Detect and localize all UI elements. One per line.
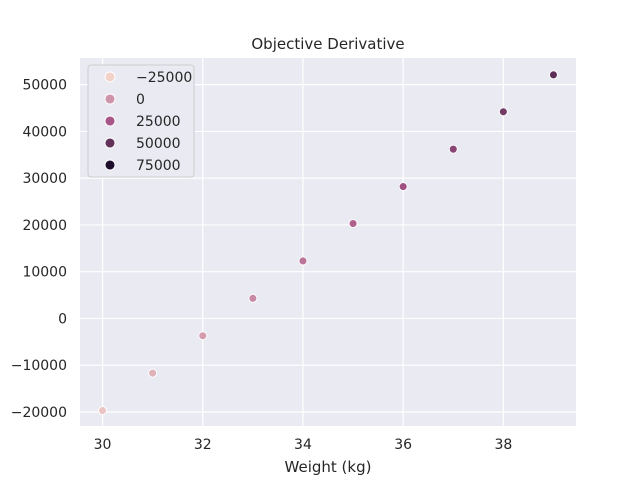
chart-title: Objective Derivative [251, 35, 404, 53]
y-tick-label: −20000 [11, 405, 67, 421]
y-tick-label: 50000 [22, 78, 67, 94]
legend-marker [104, 93, 116, 105]
y-tick-label: 0 [58, 311, 67, 327]
legend-label: 75000 [136, 158, 181, 174]
data-point [549, 70, 558, 80]
legend-marker [104, 71, 116, 83]
legend: −25000 0 25000 50000 75000 [87, 64, 195, 178]
x-axis-label: Weight (kg) [285, 458, 372, 476]
data-point [248, 293, 258, 303]
data-point [298, 256, 308, 266]
data-point [98, 406, 107, 416]
data-point [448, 144, 458, 154]
legend-label: −25000 [136, 70, 192, 86]
legend-marker [104, 115, 116, 127]
y-tick-label: −10000 [11, 358, 67, 374]
legend-box [87, 64, 195, 178]
legend-label: 25000 [136, 114, 181, 130]
data-point [148, 368, 158, 378]
y-tick-label: 40000 [22, 124, 67, 140]
x-tick-label: 36 [394, 437, 412, 453]
grid-lines [80, 58, 576, 426]
data-points [98, 70, 558, 416]
legend-label: 0 [136, 92, 145, 108]
x-tick-label: 30 [94, 437, 112, 453]
x-tick-label: 32 [194, 437, 212, 453]
data-point [498, 107, 508, 117]
x-tick-label: 34 [294, 437, 312, 453]
data-point [398, 182, 408, 192]
y-tick-label: 10000 [22, 265, 67, 281]
legend-marker [104, 137, 116, 149]
data-point [348, 219, 358, 228]
x-tick-label: 38 [494, 437, 512, 453]
legend-label: 50000 [136, 136, 181, 152]
y-tick-label: 30000 [22, 171, 67, 187]
legend-marker [104, 159, 116, 171]
data-point [198, 331, 208, 341]
tick-labels: 30 32 34 36 38 −20000 −10000 0 10000 20000 30000 40… [11, 78, 513, 453]
y-tick-label: 20000 [22, 218, 67, 234]
